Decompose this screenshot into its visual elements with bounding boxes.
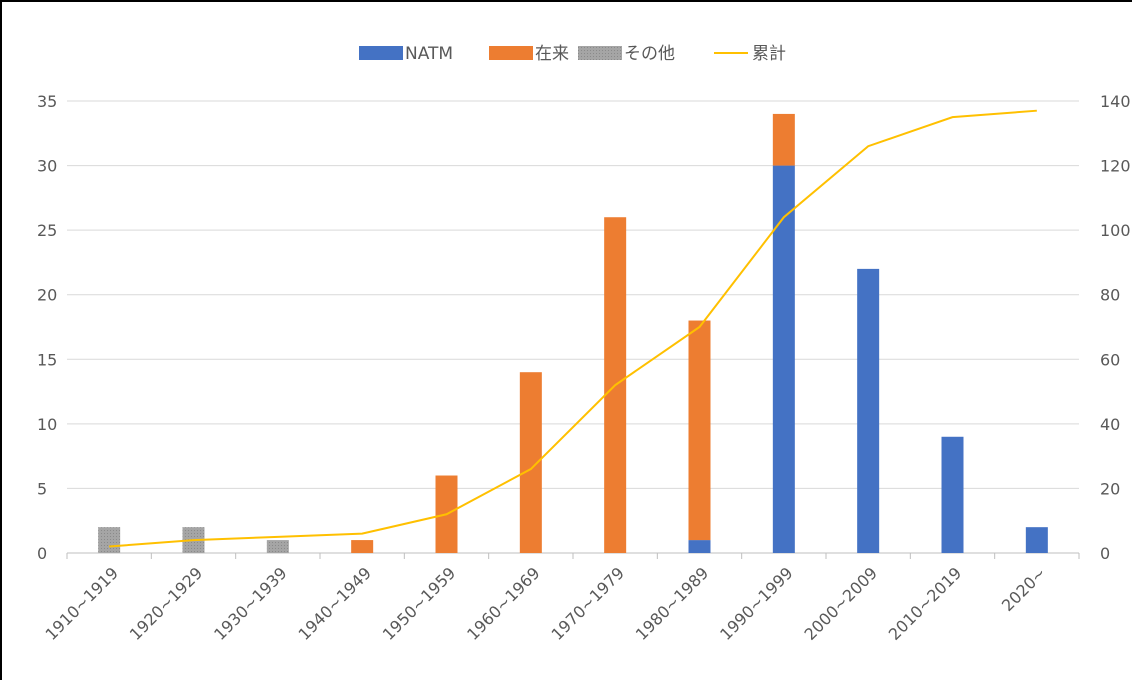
bar-NATM [688,540,711,553]
bar-その他 [98,527,121,553]
x-tick-label: 2010~2019 [885,563,965,643]
bar-NATM [857,268,880,553]
bar-NATM [941,436,964,553]
x-tick-label: 1950~1959 [379,563,459,643]
x-tick-label: 2020~ [998,563,1050,615]
y-left-tick-label: 15 [37,350,57,369]
y-left-tick-label: 35 [37,92,57,111]
bar-NATM [772,165,795,554]
bar-在来 [688,320,711,541]
x-tick-label: 1980~1989 [632,563,712,643]
x-tick-label: 1990~1999 [716,563,796,643]
y-left-tick-label: 10 [37,415,57,434]
x-tick-label: 1920~1929 [126,563,206,643]
y-left-tick-label: 5 [37,479,47,498]
y-right-tick-label: 100 [1100,221,1131,240]
legend-label-累計: 累計 [752,44,786,64]
gridlines [67,100,1079,489]
x-tick-label: 1930~1939 [210,563,290,643]
y-left-tick-label: 20 [37,286,57,305]
x-tick-label: 1940~1949 [294,563,374,643]
legend: NATM 在来 その他 累計 [359,44,786,64]
legend-label-NATM: NATM [405,44,453,64]
legend-swatch-その他 [578,46,622,60]
bar-在来 [772,113,795,166]
y-left-tick-label: 25 [37,221,57,240]
x-tick-label: 2000~2009 [800,563,880,643]
bar-在来 [519,372,542,553]
bars [98,113,1048,554]
y-left-tick-label: 30 [37,157,57,176]
cumulative-line [109,109,1037,548]
x-tick-label: 1960~1969 [463,563,543,643]
y-right-tick-label: 40 [1100,415,1120,434]
y-right-tick-label: 140 [1100,92,1131,111]
bar-在来 [351,540,374,553]
y-left-tick-label: 0 [37,544,47,563]
y-right-tick-label: 80 [1100,286,1120,305]
bar-その他 [266,540,289,553]
x-tick-label: 1910~1919 [41,563,121,643]
y-right-tick-label: 60 [1100,350,1120,369]
legend-swatch-在来 [489,46,533,60]
legend-swatch-NATM [359,46,403,60]
axes: 0 5 10 15 20 25 30 35 0 20 40 60 80 100 120 140 1910~191… [37,92,1131,644]
bar-NATM [1025,527,1048,553]
y-right-tick-label: 20 [1100,479,1120,498]
x-tick-label: 1970~1979 [547,563,627,643]
legend-label-在来: 在来 [535,44,569,64]
y-right-tick-label: 120 [1100,157,1131,176]
legend-label-その他: その他 [624,44,675,64]
line-累計 [109,109,1037,548]
y-right-tick-label: 0 [1100,544,1110,563]
